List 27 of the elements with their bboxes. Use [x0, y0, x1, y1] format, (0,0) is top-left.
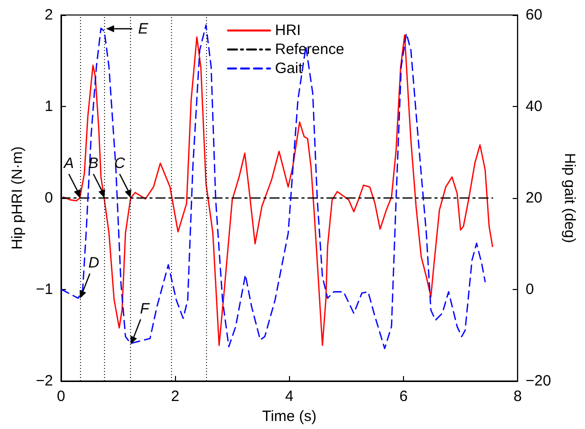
x-tick-label: 2 [170, 388, 180, 405]
annotation: E [138, 20, 150, 38]
x-axis-title: Time (s) [262, 408, 317, 425]
y-axis-title: Hip pHRI (N·m) [9, 146, 26, 250]
y2-tick-label: 60 [526, 6, 542, 24]
y2-tick-label: −20 [526, 372, 552, 390]
annotation: B [88, 155, 98, 172]
x-tick-label: 4 [285, 388, 294, 405]
y-tick-label: 2 [44, 6, 53, 24]
x-tick-label: 6 [399, 388, 408, 405]
y2-tick-label: 40 [526, 98, 542, 115]
annotation: D [88, 254, 100, 272]
annotation: C [114, 155, 126, 172]
x-tick-label: 0 [56, 388, 66, 405]
y2-axis-title: Hip gait (deg) [561, 152, 578, 244]
annotation: A [62, 155, 74, 172]
y2-tick-label: 0 [526, 281, 534, 298]
y-tick-label: 0 [44, 190, 53, 206]
legend-label: Reference [275, 41, 344, 58]
annotation: F [140, 300, 150, 318]
y2-tick-label: 20 [526, 190, 542, 206]
legend-label: HRI [275, 22, 301, 39]
legend-label: Gait [275, 60, 304, 77]
y-tick-label: −2 [36, 372, 53, 390]
y-tick-label: −1 [36, 281, 53, 298]
y-tick-label: 1 [44, 98, 53, 115]
x-tick-label: 8 [513, 388, 522, 405]
